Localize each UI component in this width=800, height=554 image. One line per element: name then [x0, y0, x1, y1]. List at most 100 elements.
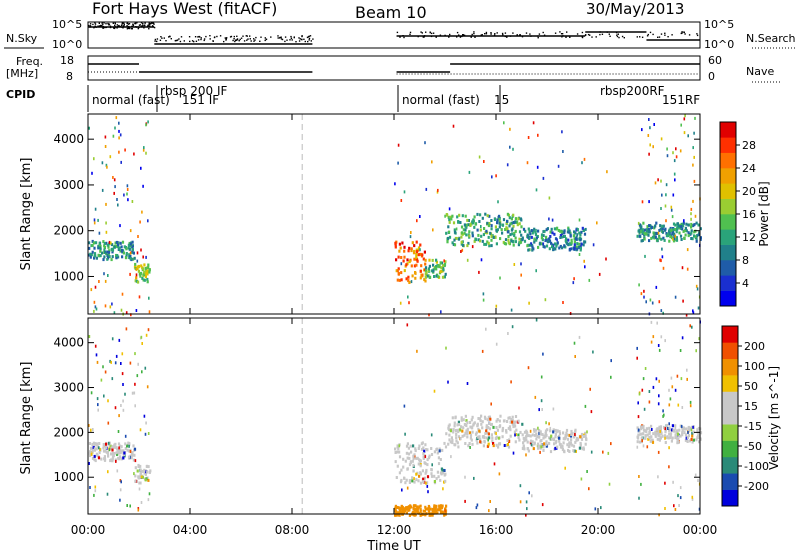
data-cell: [527, 248, 530, 252]
noise-point: [304, 40, 306, 43]
data-cell: [562, 441, 565, 445]
data-cell: [580, 437, 584, 441]
noise-point: [658, 36, 661, 38]
data-cell: [560, 230, 563, 234]
colorbar-tick-label: -200: [744, 480, 769, 493]
data-cell: [675, 238, 679, 242]
data-cell: [664, 227, 667, 231]
data-cell: [549, 429, 552, 433]
data-cell: [479, 239, 482, 243]
data-cell: [410, 264, 413, 268]
noise-point: [154, 38, 157, 41]
data-cell: [481, 216, 484, 220]
data-cell: [558, 439, 561, 443]
noise-point: [512, 32, 514, 34]
data-cell: [573, 240, 576, 244]
data-cell: [128, 449, 131, 453]
time-axis-ticks: 00:00 04:00 08:00 12:00 16:00 20:00 00:00: [71, 114, 717, 537]
data-cell: [693, 230, 696, 234]
data-cell: [460, 418, 463, 422]
data-cell: [405, 277, 408, 281]
data-cell: [112, 134, 115, 138]
noise-point: [293, 36, 295, 39]
data-cell: [495, 432, 497, 435]
data-cell: [437, 188, 439, 192]
data-cell: [124, 148, 126, 152]
data-cell: [569, 242, 572, 246]
data-cell: [420, 442, 423, 446]
data-cell: [426, 507, 430, 511]
data-cell: [464, 414, 467, 418]
noise-point: [529, 33, 531, 35]
data-cell: [414, 513, 417, 517]
data-cell: [417, 246, 421, 250]
data-cell: [524, 229, 527, 233]
data-cell: [557, 229, 560, 232]
data-cell: [578, 446, 581, 450]
data-cell: [490, 433, 493, 437]
data-cell: [148, 471, 151, 474]
data-cell: [111, 243, 114, 247]
data-cell: [558, 432, 562, 436]
data-cell: [575, 438, 578, 442]
noise-point: [496, 32, 498, 34]
colorbar-segment: [720, 244, 736, 261]
data-cell: [416, 259, 419, 263]
data-cell: [578, 236, 582, 240]
data-cell: [419, 464, 422, 468]
data-cell: [497, 436, 500, 440]
data-cell: [668, 228, 671, 232]
data-cell: [90, 253, 93, 257]
data-cell: [642, 444, 645, 448]
data-cell: [444, 472, 447, 476]
data-cell: [96, 397, 99, 401]
data-cell: [548, 422, 550, 426]
noise-point: [485, 33, 488, 35]
data-cell: [111, 448, 114, 452]
data-cell: [517, 419, 520, 423]
data-cell: [687, 434, 690, 438]
data-cell: [638, 223, 641, 227]
data-cell: [105, 202, 107, 206]
data-cell: [413, 511, 416, 515]
data-cell: [438, 449, 441, 453]
data-cell: [133, 152, 135, 156]
data-cell: [394, 243, 397, 247]
noise-point: [243, 40, 246, 42]
data-cell: [437, 456, 440, 460]
data-cell: [684, 226, 687, 230]
data-cell: [486, 444, 489, 448]
data-cell: [668, 388, 670, 392]
data-cell: [96, 360, 99, 364]
data-cell: [125, 253, 128, 257]
data-cell: [636, 440, 639, 444]
data-cell: [104, 250, 107, 254]
data-cell: [394, 504, 397, 508]
data-cell: [461, 429, 464, 433]
data-cell: [404, 481, 407, 485]
noise-point: [420, 31, 422, 33]
noise-point: [122, 27, 124, 29]
data-cell: [437, 462, 441, 466]
data-cell: [461, 248, 464, 252]
data-cell: [698, 231, 701, 235]
data-cell: [453, 243, 457, 247]
data-cell: [141, 276, 144, 280]
data-cell: [679, 234, 683, 238]
data-cell: [648, 200, 650, 204]
colorbar-segment: [722, 342, 738, 360]
data-cell: [686, 248, 689, 252]
data-cell: [507, 235, 510, 238]
data-cell: [641, 200, 644, 204]
data-cell: [114, 406, 117, 410]
data-cell: [464, 228, 467, 232]
data-cell: [473, 421, 476, 425]
noise-point: [554, 32, 557, 34]
data-cell: [442, 471, 445, 475]
noise-point: [616, 34, 618, 36]
data-cell: [423, 250, 426, 254]
data-cell: [607, 451, 610, 455]
data-cell: [105, 163, 108, 167]
data-cell: [573, 449, 576, 453]
